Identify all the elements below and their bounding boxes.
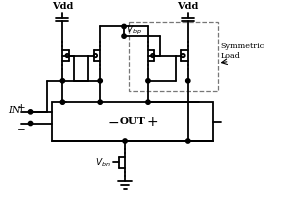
Text: $+$: $+$ [16, 102, 25, 112]
Circle shape [186, 139, 190, 143]
Circle shape [28, 121, 33, 126]
Bar [52, 102, 213, 141]
Circle shape [146, 79, 150, 83]
Text: $-$: $-$ [16, 123, 25, 133]
Text: $V_{bn}$: $V_{bn}$ [95, 156, 111, 169]
Text: $+$: $+$ [146, 115, 158, 129]
Circle shape [123, 139, 127, 143]
Circle shape [98, 79, 102, 83]
Circle shape [60, 100, 65, 104]
Text: Symmetric: Symmetric [221, 42, 265, 50]
Circle shape [146, 100, 150, 104]
Text: $V_{bp}$: $V_{bp}$ [126, 24, 142, 37]
Circle shape [98, 100, 102, 104]
Text: Vdd: Vdd [177, 2, 198, 11]
Circle shape [60, 79, 65, 83]
Circle shape [122, 34, 126, 38]
Text: IN: IN [9, 106, 21, 115]
Bar [129, 22, 218, 90]
Text: OUT: OUT [120, 117, 145, 126]
Circle shape [186, 79, 190, 83]
Text: Load: Load [221, 51, 241, 60]
Text: $-$: $-$ [107, 115, 119, 129]
Circle shape [28, 110, 33, 114]
Circle shape [122, 24, 126, 29]
Text: Vdd: Vdd [52, 2, 73, 11]
